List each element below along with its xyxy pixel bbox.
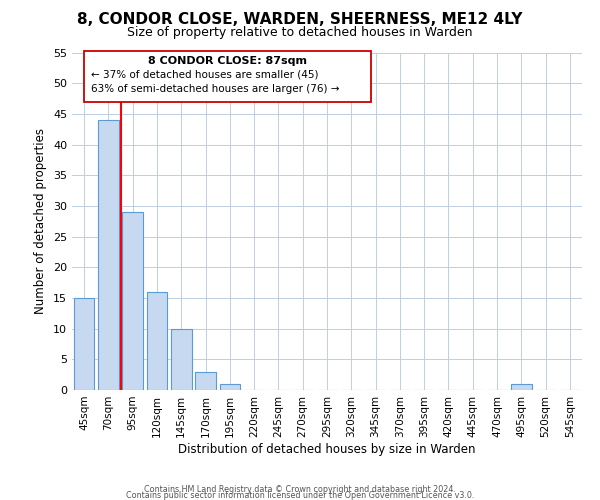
X-axis label: Distribution of detached houses by size in Warden: Distribution of detached houses by size … [178, 442, 476, 456]
Text: 8 CONDOR CLOSE: 87sqm: 8 CONDOR CLOSE: 87sqm [148, 56, 307, 66]
Text: Size of property relative to detached houses in Warden: Size of property relative to detached ho… [127, 26, 473, 39]
Bar [171, 328, 191, 390]
Bar [122, 212, 143, 390]
Text: ← 37% of detached houses are smaller (45): ← 37% of detached houses are smaller (45… [91, 70, 319, 80]
Y-axis label: Number of detached properties: Number of detached properties [34, 128, 47, 314]
Text: Contains HM Land Registry data © Crown copyright and database right 2024.: Contains HM Land Registry data © Crown c… [144, 484, 456, 494]
Bar [220, 384, 240, 390]
Text: Contains public sector information licensed under the Open Government Licence v3: Contains public sector information licen… [126, 490, 474, 500]
Bar [195, 372, 216, 390]
Bar [98, 120, 119, 390]
Bar [74, 298, 94, 390]
FancyBboxPatch shape [84, 52, 371, 102]
Text: 63% of semi-detached houses are larger (76) →: 63% of semi-detached houses are larger (… [91, 84, 340, 94]
Text: 8, CONDOR CLOSE, WARDEN, SHEERNESS, ME12 4LY: 8, CONDOR CLOSE, WARDEN, SHEERNESS, ME12… [77, 12, 523, 28]
Bar [146, 292, 167, 390]
Bar [511, 384, 532, 390]
